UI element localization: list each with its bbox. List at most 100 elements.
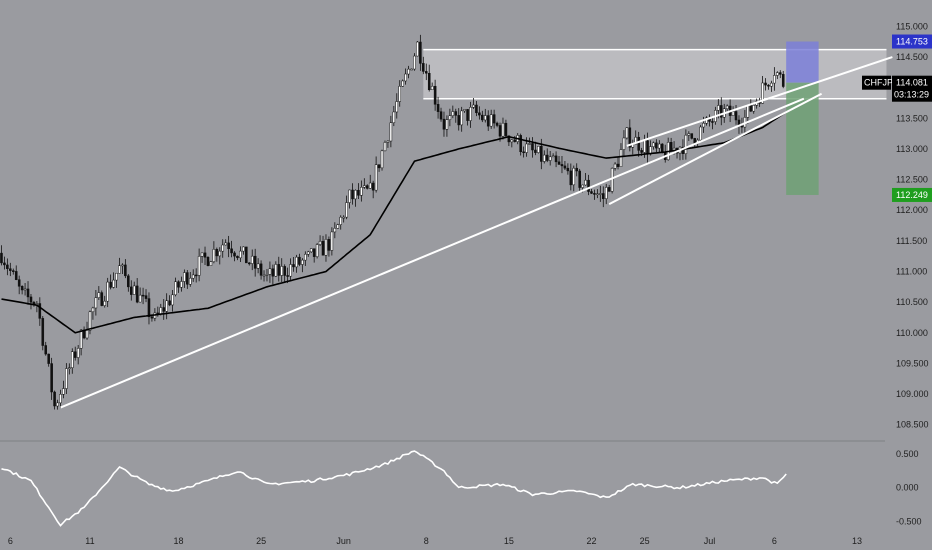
candle-body — [610, 168, 614, 192]
candle-body — [321, 241, 325, 256]
candle-body — [616, 163, 620, 167]
candle-body — [206, 257, 210, 266]
oscillator-tick-label: 0.500 — [896, 449, 919, 459]
risk-box[interactable] — [786, 41, 819, 83]
moving-average-layer — [1, 111, 787, 334]
candle-body — [655, 142, 658, 149]
candle-body — [174, 281, 177, 296]
moving-average-line[interactable] — [1, 111, 787, 334]
candle-body — [289, 264, 292, 277]
candle-body — [233, 252, 236, 257]
candle-body — [227, 242, 230, 250]
candle-body — [566, 167, 570, 172]
candle-body — [584, 179, 587, 186]
channel-upper-line[interactable] — [626, 56, 893, 147]
candle-body — [141, 294, 145, 297]
candle-body — [268, 268, 272, 275]
candle-body — [47, 353, 50, 364]
candle-body — [725, 105, 729, 110]
candle-body — [239, 250, 242, 259]
candle-body — [463, 109, 466, 112]
candle-body — [274, 264, 278, 277]
candle-body — [560, 164, 564, 167]
time-tick-label: Jul — [704, 536, 716, 546]
candle-body — [534, 149, 537, 153]
trendlines-layer[interactable] — [60, 56, 893, 409]
candle-body — [221, 244, 225, 252]
price-tick-label: 112.000 — [896, 205, 928, 215]
candle-body — [451, 111, 455, 116]
candle-body — [103, 300, 107, 306]
candle-body — [690, 133, 694, 139]
candle-body — [162, 307, 166, 312]
candle-body — [342, 216, 345, 219]
candle-body — [85, 330, 89, 339]
candle-body — [14, 271, 18, 280]
candle-body — [507, 135, 511, 143]
price-tick-label: 112.500 — [896, 175, 928, 185]
candle-body — [286, 275, 289, 277]
price-tick-label: 109.000 — [896, 389, 929, 399]
candle-body — [292, 264, 295, 268]
candle-body — [442, 118, 446, 130]
candle-body — [91, 307, 95, 313]
candle-body — [242, 246, 245, 252]
candle-body — [280, 266, 284, 276]
candle-body — [374, 164, 378, 191]
candle-body — [79, 329, 83, 349]
candle-body — [410, 68, 413, 71]
reward-box[interactable] — [786, 82, 819, 195]
candle-body — [646, 140, 649, 155]
candle-body — [324, 239, 328, 256]
candle-body — [478, 112, 481, 116]
support-trendline[interactable] — [60, 97, 805, 409]
candle-body — [330, 231, 334, 251]
candle-body — [124, 264, 127, 277]
candle-body — [466, 109, 469, 121]
price-tick-label: 109.500 — [896, 358, 929, 368]
price-tick-label: 115.000 — [896, 21, 928, 31]
time-tick-label: 11 — [85, 536, 94, 546]
candle-body — [578, 170, 581, 188]
candle-body — [65, 368, 68, 389]
candle-body — [365, 185, 369, 189]
candle-body — [590, 191, 593, 194]
time-tick-label: 8 — [424, 536, 429, 546]
stop-price-tag: 114.753 — [896, 37, 928, 47]
channel-lower-line[interactable] — [608, 92, 823, 205]
long-short-position-tool[interactable] — [786, 41, 819, 195]
candle-body — [76, 348, 80, 358]
candle-body — [389, 122, 393, 142]
candle-body — [183, 272, 186, 282]
candle-body — [26, 288, 30, 298]
candle-body — [445, 119, 449, 130]
candle-body — [504, 122, 508, 137]
candle-body — [68, 367, 71, 369]
candle-body — [628, 127, 632, 148]
candle-body — [613, 163, 617, 169]
candle-body — [634, 136, 638, 145]
candle-body — [97, 292, 101, 298]
candle-body — [619, 149, 623, 167]
candle-body — [489, 114, 493, 127]
candle-body — [557, 161, 561, 165]
candle-body — [599, 193, 602, 195]
candle-body — [377, 164, 381, 169]
candle-body — [318, 241, 322, 245]
candle-body — [218, 250, 222, 257]
oscillator-line[interactable] — [1, 450, 787, 527]
candle-body — [643, 140, 646, 153]
price-tick-label: 110.000 — [896, 328, 928, 338]
candle-body — [345, 202, 348, 218]
candle-body — [501, 122, 505, 137]
candle-body — [687, 133, 691, 136]
time-axis[interactable]: 6 11 18 25 Jun 8 15 22 25 Jul 6 13 — [8, 536, 862, 546]
candle-body — [135, 285, 139, 303]
candle-body — [3, 262, 6, 266]
bar-countdown: 03:13:29 — [894, 90, 929, 100]
candle-body — [357, 189, 360, 196]
candle-body — [50, 363, 53, 393]
oscillator-tick-label: -0.500 — [896, 516, 922, 526]
